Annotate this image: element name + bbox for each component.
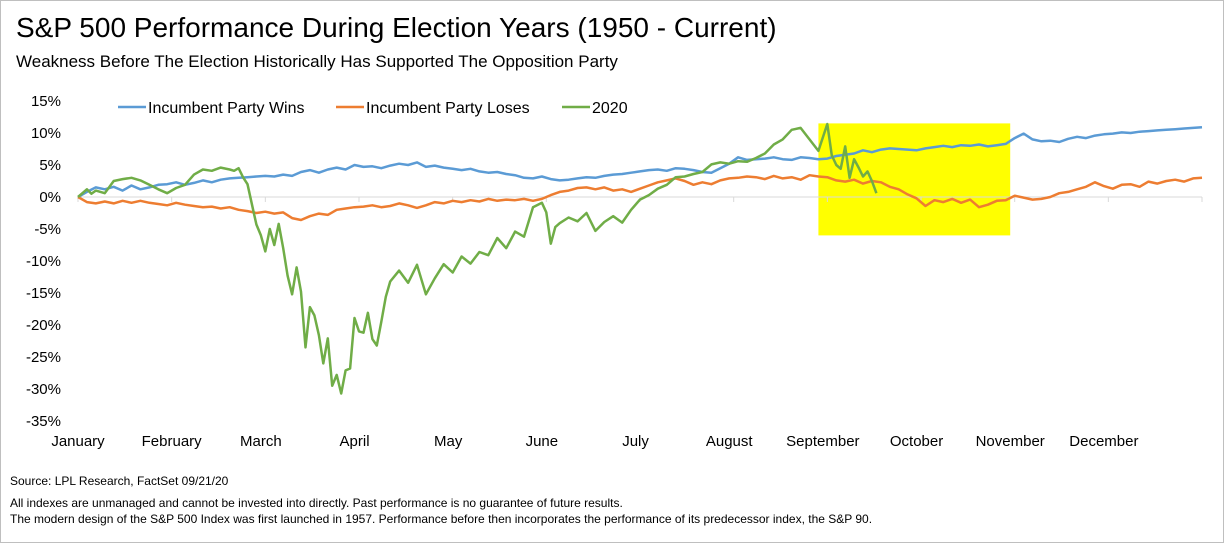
y-tick-label: -5% bbox=[34, 221, 61, 238]
y-tick-label: -15% bbox=[26, 285, 61, 302]
series-line-incumbent-wins bbox=[77, 125, 1203, 199]
y-tick-label: -20% bbox=[26, 317, 61, 334]
chart-subtitle: Weakness Before The Election Historicall… bbox=[16, 52, 618, 71]
x-tick-label: November bbox=[976, 433, 1045, 450]
y-tick-label: 15% bbox=[31, 93, 61, 110]
disclaimer-line-2: The modern design of the S&P 500 Index w… bbox=[10, 512, 873, 526]
x-tick-label: March bbox=[240, 433, 282, 450]
x-tick-label: April bbox=[340, 433, 370, 450]
x-tick-label: January bbox=[51, 433, 105, 450]
chart-title: S&P 500 Performance During Election Year… bbox=[16, 12, 777, 43]
legend-label: 2020 bbox=[592, 100, 628, 117]
y-tick-label: -10% bbox=[26, 253, 61, 270]
x-tick-label: May bbox=[434, 433, 463, 450]
x-tick-label: October bbox=[890, 433, 943, 450]
y-tick-label: -30% bbox=[26, 381, 61, 398]
y-tick-label: 5% bbox=[39, 157, 61, 174]
y-tick-label: 0% bbox=[39, 189, 61, 206]
series-line-incumbent-loses bbox=[77, 173, 1203, 222]
legend-label: Incumbent Party Wins bbox=[148, 100, 305, 117]
x-tick-label: December bbox=[1069, 433, 1138, 450]
source-note: Source: LPL Research, FactSet 09/21/20 bbox=[10, 474, 229, 488]
x-tick-label: February bbox=[142, 433, 203, 450]
x-tick-label: June bbox=[526, 433, 559, 450]
y-tick-label: -25% bbox=[26, 349, 61, 366]
highlight-region bbox=[818, 123, 1011, 236]
x-tick-label: September bbox=[786, 433, 859, 450]
y-tick-label: 10% bbox=[31, 125, 61, 142]
disclaimer-line-1: All indexes are unmanaged and cannot be … bbox=[10, 496, 623, 510]
x-tick-label: August bbox=[706, 433, 754, 450]
x-tick-label: July bbox=[622, 433, 649, 450]
line-chart: 15% 10% 5% 0% -5% -10% -15% -20% -25% -30% -35% Jan… bbox=[26, 93, 1203, 450]
legend-label: Incumbent Party Loses bbox=[366, 100, 530, 117]
series-line-2020 bbox=[77, 122, 878, 395]
y-tick-label: -35% bbox=[26, 413, 61, 430]
